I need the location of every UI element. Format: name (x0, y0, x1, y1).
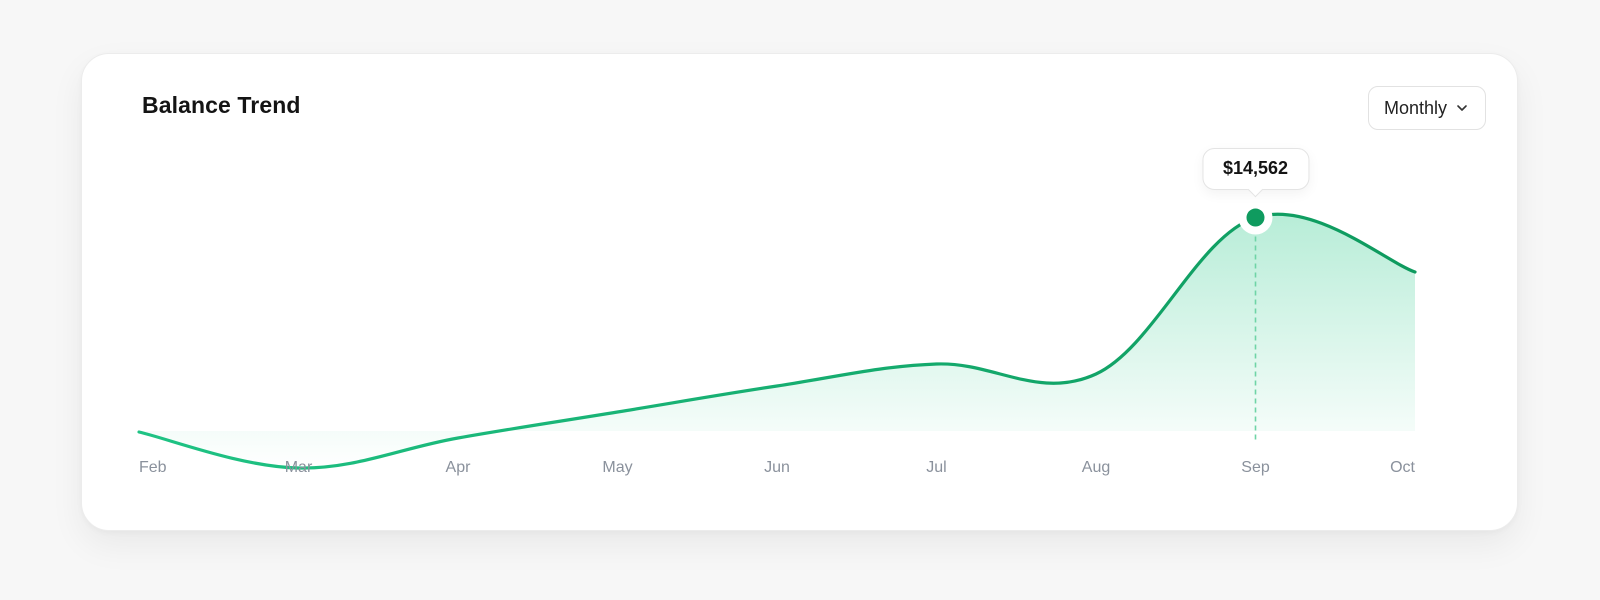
x-tick-apr: Apr (446, 459, 472, 476)
x-tick-aug: Aug (1082, 459, 1110, 476)
series-line (137, 212, 1417, 470)
area-fill (139, 214, 1415, 469)
value-tooltip: $14,562 (1201, 147, 1310, 190)
balance-area-chart: Feb Mar Apr May Jun Jul Aug Sep Oct (137, 200, 1417, 476)
x-tick-oct: Oct (1390, 459, 1415, 476)
x-tick-jul: Jul (926, 459, 946, 476)
x-tick-may: May (602, 459, 632, 476)
balance-trend-card: Balance Trend Monthly Feb Mar Apr May Jun Jul… (81, 53, 1518, 531)
chevron-down-icon (1455, 101, 1469, 115)
highlight-marker[interactable] (1246, 208, 1265, 227)
x-tick-jun: Jun (764, 459, 790, 476)
chart-title: Balance Trend (142, 92, 301, 118)
x-tick-mar: Mar (285, 459, 313, 476)
period-select[interactable]: Monthly (1367, 86, 1486, 130)
period-select-label: Monthly (1383, 97, 1447, 118)
x-tick-sep: Sep (1241, 459, 1270, 476)
tooltip-value: $14,562 (1222, 158, 1289, 179)
x-tick-feb: Feb (139, 459, 167, 476)
